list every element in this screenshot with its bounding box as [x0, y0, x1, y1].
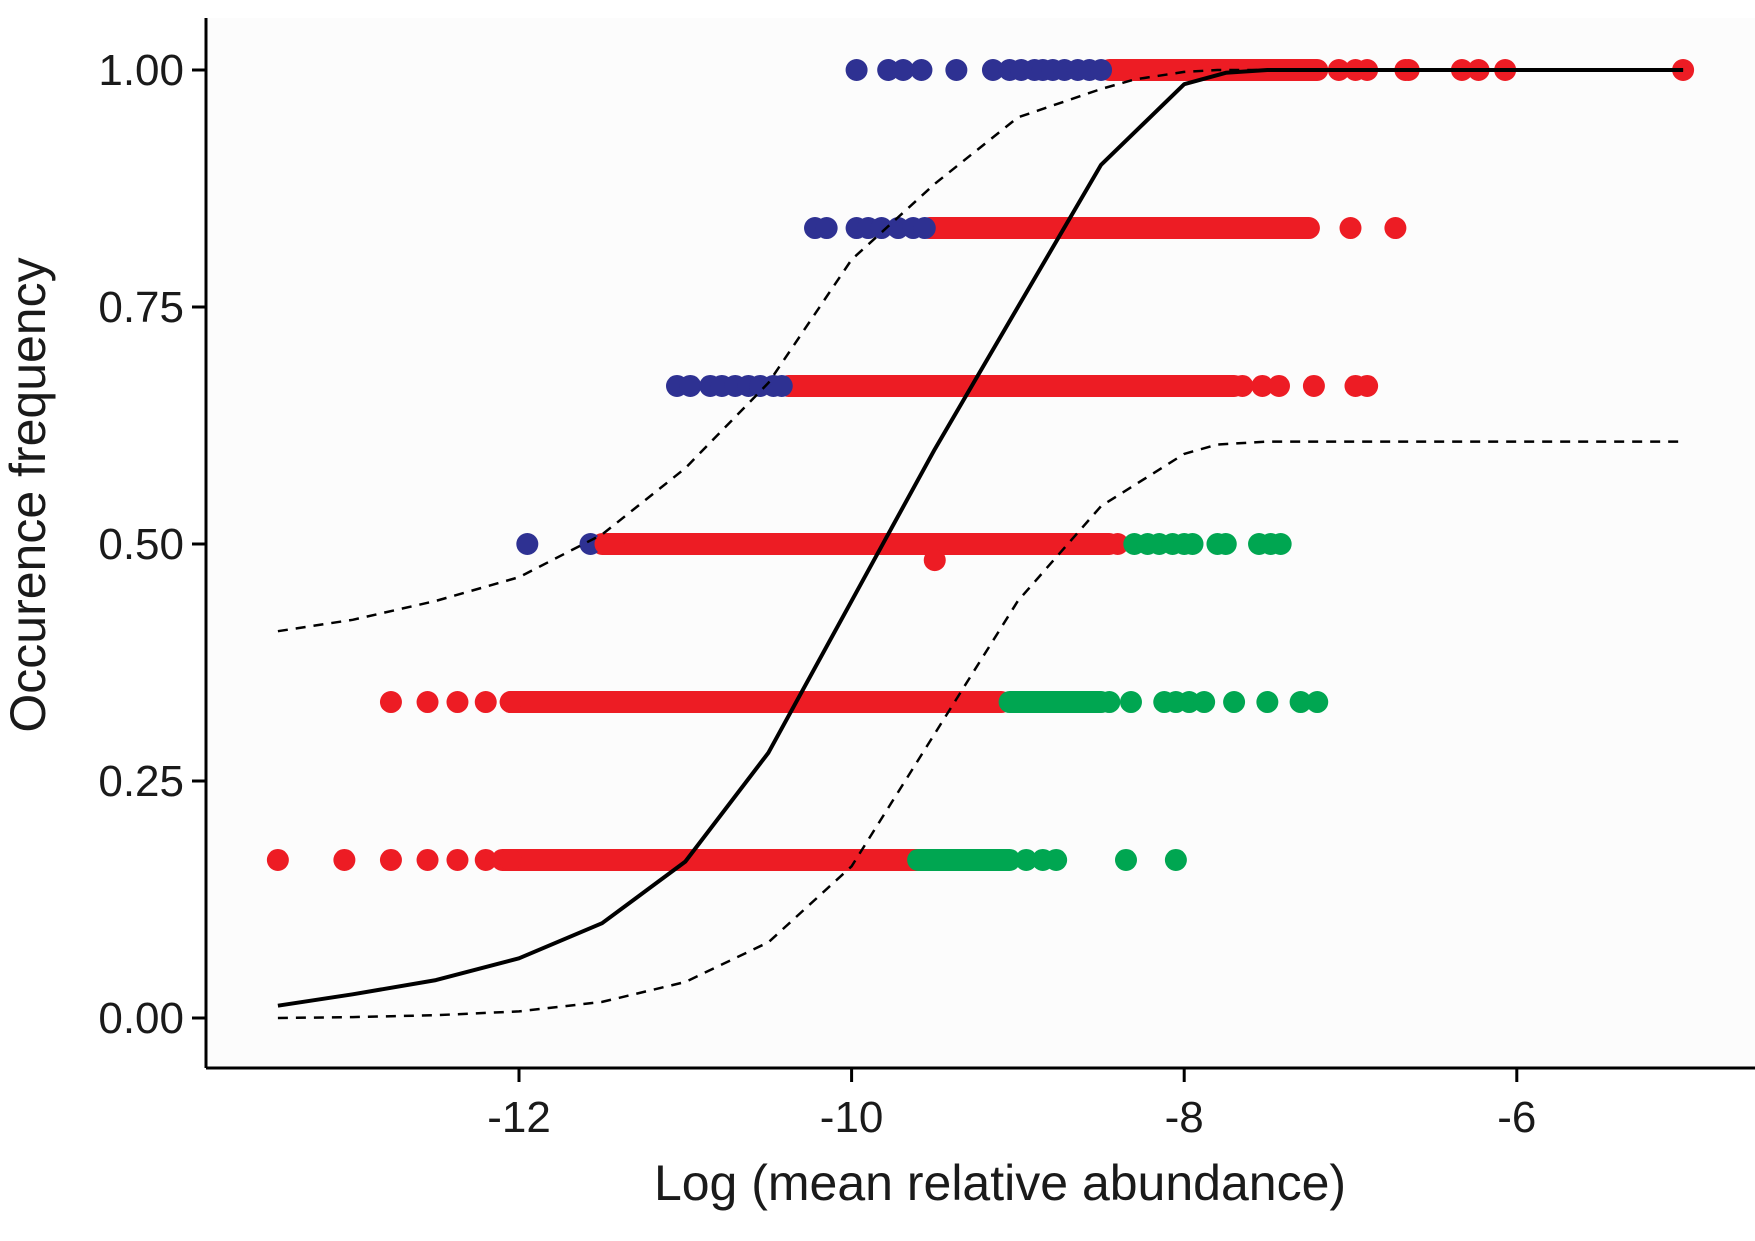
y-tick-label: 1.00 — [98, 46, 184, 95]
data-point-blue — [945, 59, 968, 81]
data-point-blue — [815, 217, 838, 240]
data-point-blue — [1090, 59, 1113, 81]
data-point-green — [1114, 848, 1137, 871]
data-point-red — [1267, 374, 1290, 397]
fit-curve — [277, 68, 1684, 1008]
point-band-green — [998, 691, 1113, 714]
y-axis-title: Occurence frequency — [0, 257, 56, 732]
confidence-band-2 — [277, 440, 1684, 1020]
data-point-blue — [516, 533, 539, 555]
data-point-red — [1251, 374, 1274, 397]
data-point-green — [1119, 691, 1142, 714]
point-band-red — [777, 374, 1246, 397]
dense-point-bands — [491, 59, 1329, 871]
x-ticks: -12 -10 -8 -6 — [487, 1068, 1536, 1142]
data-point-red — [923, 549, 946, 572]
point-band-red — [499, 691, 1013, 714]
data-point-blue — [981, 59, 1004, 81]
data-point-green — [1181, 533, 1204, 555]
point-band-red — [491, 848, 930, 871]
data-point-green — [1015, 848, 1038, 871]
y-tick-label: 0.50 — [98, 520, 184, 569]
data-point-blue — [679, 374, 702, 397]
data-point-blue — [770, 374, 793, 397]
data-point-red — [416, 691, 439, 714]
data-point-red — [624, 533, 647, 555]
data-point-green — [1223, 691, 1246, 714]
data-point-green — [1164, 848, 1187, 871]
y-ticks: 0.00 0.25 0.50 0.75 1.00 — [98, 46, 206, 1043]
x-tick-label: -12 — [487, 1093, 551, 1142]
data-point-red — [266, 848, 289, 871]
x-axis-title: Log (mean relative abundance) — [654, 1155, 1346, 1211]
data-point-red — [333, 848, 356, 871]
data-point-red — [474, 848, 497, 871]
data-point-green — [1098, 691, 1121, 714]
data-point-green — [1214, 533, 1237, 555]
data-point-red — [416, 848, 439, 871]
data-point-red — [379, 691, 402, 714]
data-point-red — [446, 691, 469, 714]
data-point-red — [474, 691, 497, 714]
point-band-green — [907, 848, 1021, 871]
point-band-red — [918, 217, 1320, 240]
y-tick-label: 0.75 — [98, 283, 184, 332]
y-tick-label: 0.00 — [98, 994, 184, 1043]
data-point-blue — [892, 59, 915, 81]
data-point-red — [1339, 217, 1362, 240]
x-tick-label: -10 — [820, 1093, 884, 1142]
x-tick-label: -8 — [1165, 1093, 1204, 1142]
data-point-red — [1106, 533, 1129, 555]
data-point-red — [1356, 374, 1379, 397]
data-point-red — [594, 533, 617, 555]
point-band-red — [591, 533, 1121, 555]
scatter-points — [266, 59, 1695, 871]
data-point-blue — [870, 217, 893, 240]
y-tick-label: 0.25 — [98, 757, 184, 806]
data-point-red — [379, 848, 402, 871]
data-point-blue — [910, 59, 933, 81]
data-point-green — [1306, 691, 1329, 714]
data-point-red — [1302, 374, 1325, 397]
data-point-blue — [913, 217, 936, 240]
data-point-green — [1269, 533, 1292, 555]
data-point-red — [446, 848, 469, 871]
data-point-green — [1045, 848, 1068, 871]
fit-curves — [277, 68, 1684, 1020]
data-point-red — [1384, 217, 1407, 240]
data-point-blue — [845, 59, 868, 81]
data-point-red — [499, 691, 522, 714]
data-point-green — [1289, 691, 1312, 714]
data-point-green — [1256, 691, 1279, 714]
data-point-green — [1193, 691, 1216, 714]
data-point-red — [1231, 374, 1254, 397]
x-tick-label: -6 — [1497, 1093, 1536, 1142]
data-point-red — [499, 848, 522, 871]
